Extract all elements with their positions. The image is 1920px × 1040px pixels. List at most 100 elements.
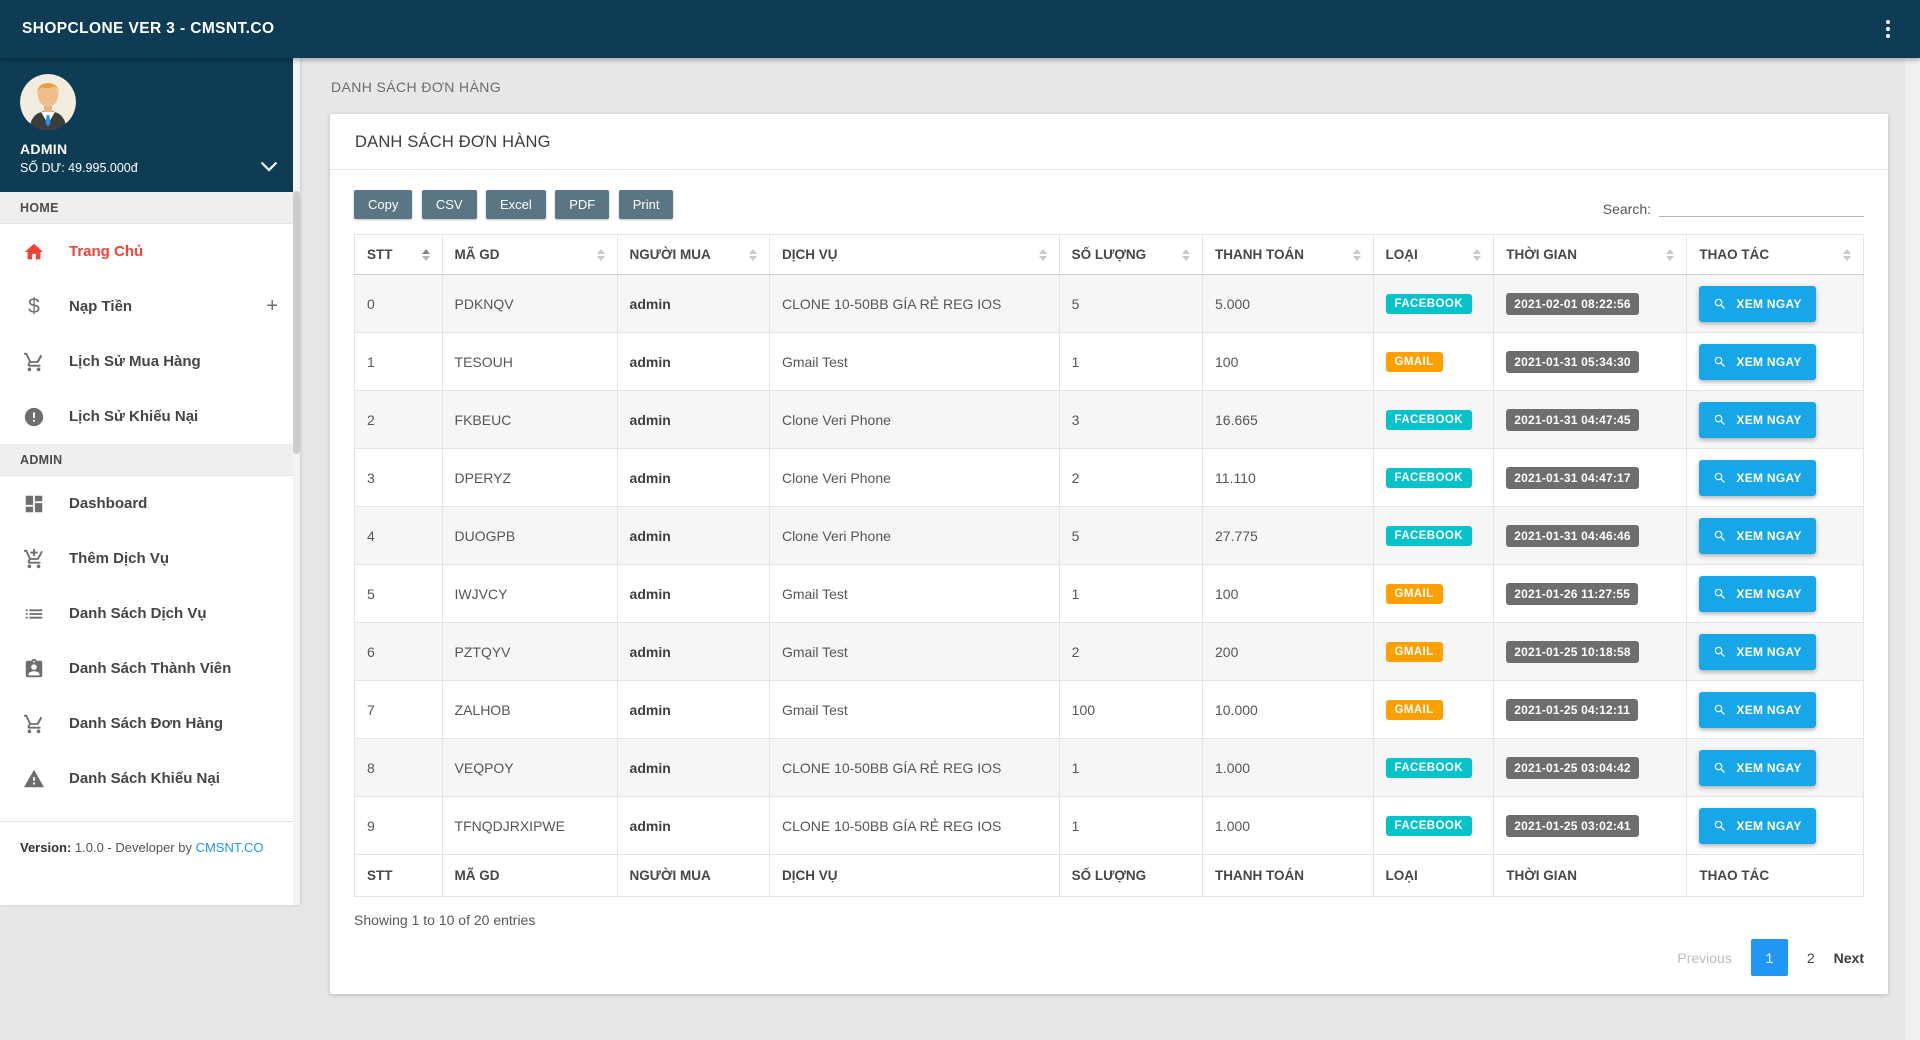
- sidebar-item-them-dich-vu[interactable]: Thêm Dịch Vụ: [0, 531, 300, 586]
- cell-dich-vu: Clone Veri Phone: [768, 448, 1060, 507]
- cell-thanh-toan: 100: [1202, 332, 1374, 391]
- type-badge: FACEBOOK: [1385, 409, 1472, 430]
- time-badge: 2021-01-25 03:02:41: [1506, 814, 1639, 837]
- cell-thanh-toan: 200: [1202, 622, 1374, 681]
- cell-so-luong: 5: [1058, 506, 1204, 565]
- xem-ngay-button[interactable]: XEM NGAY: [1699, 575, 1816, 612]
- col-ma-gd[interactable]: MÃ GD: [441, 234, 618, 275]
- table-header-row: STT MÃ GD NGƯỜI MUA DỊCH VỤ SỐ LƯỢNG THA…: [354, 234, 1864, 275]
- xem-ngay-button[interactable]: XEM NGAY: [1699, 517, 1816, 554]
- cell-dich-vu: Clone Veri Phone: [768, 390, 1060, 449]
- pagination-previous[interactable]: Previous: [1677, 949, 1732, 966]
- xem-ngay-button[interactable]: XEM NGAY: [1699, 691, 1816, 728]
- table-row: 1 TESOUH admin Gmail Test 1 100 GMAIL 20…: [354, 332, 1864, 391]
- sidebar-item-danh-sach-khieu-nai[interactable]: Danh Sách Khiếu Nại: [0, 751, 300, 806]
- table-row: 8 VEQPOY admin CLONE 10-50BB GÍA RẺ REG …: [354, 738, 1864, 797]
- pagination-next[interactable]: Next: [1833, 949, 1864, 966]
- sidebar-scrollbar-track[interactable]: [293, 58, 300, 905]
- col-stt[interactable]: STT: [354, 234, 443, 275]
- export-buttons: Copy CSV Excel PDF Print: [354, 190, 678, 219]
- cell-stt: 1: [354, 332, 443, 391]
- table-row: 0 PDKNQV admin CLONE 10-50BB GÍA RẺ REG …: [354, 274, 1864, 333]
- search-icon: [1715, 356, 1726, 367]
- col-thanh-toan[interactable]: THANH TOÁN: [1202, 234, 1374, 275]
- sort-icon: [1038, 248, 1047, 261]
- sidebar-item-label: Danh Sách Khiếu Nại: [69, 770, 220, 787]
- type-badge: FACEBOOK: [1385, 757, 1472, 778]
- chevron-down-icon[interactable]: [260, 160, 278, 178]
- dashboard-icon: [22, 492, 46, 516]
- col-nguoi-mua[interactable]: NGƯỜI MUA: [616, 234, 770, 275]
- cell-so-luong: 5: [1058, 274, 1204, 333]
- cell-nguoi-mua: admin: [616, 622, 770, 681]
- col-so-luong[interactable]: SỐ LƯỢNG: [1058, 234, 1204, 275]
- developer-link[interactable]: CMSNT.CO: [195, 840, 264, 855]
- page-scrollbar[interactable]: [1905, 58, 1920, 1040]
- cell-dich-vu: Clone Veri Phone: [768, 506, 1060, 565]
- search-icon: [1715, 414, 1726, 425]
- sidebar-item-label: Nạp Tiền: [69, 298, 133, 315]
- user-panel: ADMIN SỐ DƯ: 49.995.000đ: [0, 58, 300, 192]
- cell-nguoi-mua: admin: [616, 738, 770, 797]
- foot-col-loai: LOẠI: [1372, 854, 1495, 897]
- cell-so-luong: 100: [1058, 680, 1204, 739]
- copy-button[interactable]: Copy: [354, 190, 413, 219]
- sidebar-item-danh-sach-dich-vu[interactable]: Danh Sách Dịch Vụ: [0, 586, 300, 641]
- pdf-button[interactable]: PDF: [555, 190, 610, 219]
- foot-col-thoi-gian: THỜI GIAN: [1493, 854, 1688, 897]
- col-loai[interactable]: LOẠI: [1372, 234, 1495, 275]
- print-button[interactable]: Print: [618, 190, 674, 219]
- search-input[interactable]: [1659, 193, 1864, 217]
- cell-dich-vu: Gmail Test: [768, 622, 1060, 681]
- col-dich-vu[interactable]: DỊCH VỤ: [768, 234, 1060, 275]
- cell-thanh-toan: 100: [1202, 564, 1374, 623]
- cell-nguoi-mua: admin: [616, 796, 770, 855]
- cell-ma-gd: PDKNQV: [441, 274, 618, 333]
- sidebar-item-label: Lịch Sử Khiếu Nại: [69, 408, 199, 425]
- xem-ngay-button[interactable]: XEM NGAY: [1699, 459, 1816, 496]
- sidebar-item-trang-chu[interactable]: Trang Chủ: [0, 224, 300, 279]
- pagination-page-1[interactable]: 1: [1750, 939, 1788, 976]
- cell-thanh-toan: 11.110: [1202, 448, 1374, 507]
- csv-button[interactable]: CSV: [421, 190, 477, 219]
- cell-stt: 5: [354, 564, 443, 623]
- sidebar-item-lich-su-khieu-nai[interactable]: Lịch Sử Khiếu Nại: [0, 389, 300, 444]
- member-card-icon: [22, 657, 46, 681]
- xem-ngay-button[interactable]: XEM NGAY: [1699, 401, 1816, 438]
- sidebar-item-danh-sach-don-hang[interactable]: Danh Sách Đơn Hàng: [0, 696, 300, 751]
- cell-ma-gd: ZALHOB: [441, 680, 618, 739]
- cell-so-luong: 1: [1058, 564, 1204, 623]
- sidebar-scrollbar-thumb[interactable]: [293, 191, 300, 454]
- xem-ngay-button[interactable]: XEM NGAY: [1699, 633, 1816, 670]
- sidebar-item-label: Thêm Dịch Vụ: [69, 550, 170, 567]
- sidebar-item-danh-sach-thanh-vien[interactable]: Danh Sách Thành Viên: [0, 641, 300, 696]
- cell-nguoi-mua: admin: [616, 506, 770, 565]
- sort-icon: [421, 248, 430, 261]
- entries-info: Showing 1 to 10 of 20 entries: [354, 912, 536, 928]
- cell-stt: 6: [354, 622, 443, 681]
- table-row: 6 PZTQYV admin Gmail Test 2 200 GMAIL 20…: [354, 622, 1864, 681]
- search-icon: [1715, 704, 1726, 715]
- time-badge: 2021-01-31 04:46:46: [1506, 524, 1639, 547]
- sidebar-section-admin: ADMIN: [0, 444, 300, 476]
- sidebar-item-lich-su-mua-hang[interactable]: Lịch Sử Mua Hàng: [0, 334, 300, 389]
- pagination-page-2[interactable]: 2: [1806, 949, 1815, 966]
- xem-ngay-button[interactable]: XEM NGAY: [1699, 343, 1816, 380]
- col-thao-tac[interactable]: THAO TÁC: [1686, 234, 1864, 275]
- foot-col-dich-vu: DỊCH VỤ: [768, 854, 1060, 897]
- type-badge: GMAIL: [1385, 699, 1443, 720]
- sidebar-item-dashboard[interactable]: Dashboard: [0, 476, 300, 531]
- xem-ngay-button[interactable]: XEM NGAY: [1699, 285, 1816, 322]
- xem-ngay-button[interactable]: XEM NGAY: [1699, 749, 1816, 786]
- excel-button[interactable]: Excel: [486, 190, 546, 219]
- type-badge: FACEBOOK: [1385, 467, 1472, 488]
- table-row: 3 DPERYZ admin Clone Veri Phone 2 11.110…: [354, 448, 1864, 507]
- xem-ngay-button[interactable]: XEM NGAY: [1699, 807, 1816, 844]
- sidebar-item-nap-tien[interactable]: $ Nạp Tiền +: [0, 279, 300, 334]
- dollar-icon: $: [28, 294, 40, 318]
- type-badge: FACEBOOK: [1385, 293, 1472, 314]
- cell-thanh-toan: 5.000: [1202, 274, 1374, 333]
- time-badge: 2021-01-25 10:18:58: [1506, 640, 1639, 663]
- kebab-menu-icon[interactable]: [1878, 14, 1898, 44]
- col-thoi-gian[interactable]: THỜI GIAN: [1493, 234, 1688, 275]
